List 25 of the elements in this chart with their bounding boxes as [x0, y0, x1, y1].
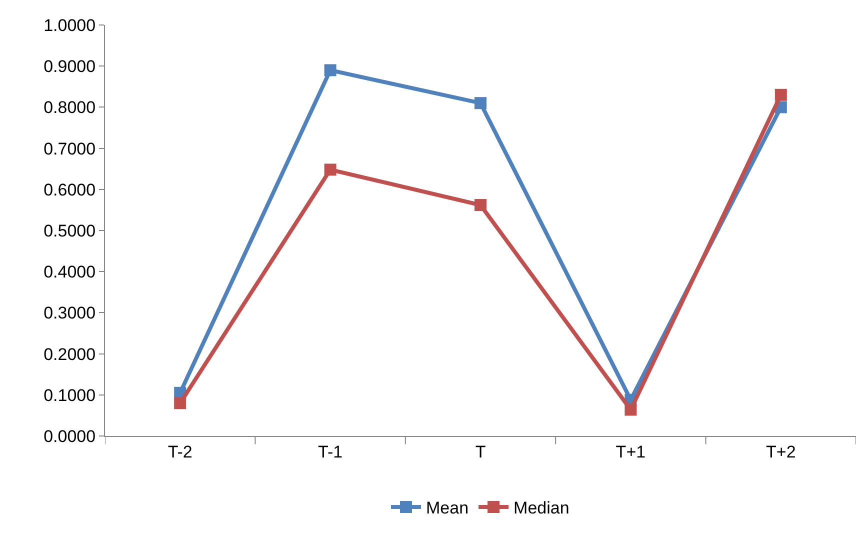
point	[474, 199, 486, 212]
point	[624, 404, 637, 416]
x-tick-label: T-2	[168, 442, 192, 462]
y-tick-label: 0.7000	[44, 139, 96, 158]
x-tick-label: T+1	[616, 442, 646, 462]
y-tick-label: 1.0000	[44, 16, 96, 35]
legend-label: Mean	[426, 498, 469, 518]
point	[474, 97, 486, 110]
legend-label: Median	[514, 498, 570, 518]
y-tick-label: 0.4000	[44, 262, 96, 282]
point	[324, 64, 336, 76]
y-tick-label: 0.3000	[44, 304, 96, 323]
y-tick-label: 0.1000	[44, 386, 96, 405]
y-tick-label: 0.8000	[44, 98, 96, 118]
y-tick-label: 0.9000	[44, 57, 96, 76]
y-tick-label: 0.0000	[44, 426, 96, 446]
x-tick-label: T	[475, 442, 486, 462]
x-tick-label: T+2	[766, 442, 796, 462]
x-tick-label: T-1	[318, 442, 343, 462]
point	[174, 397, 186, 410]
y-tick-label: 0.6000	[44, 180, 96, 200]
point	[324, 164, 336, 176]
y-tick-label: 0.5000	[44, 221, 96, 240]
y-tick-label: 0.2000	[44, 344, 96, 364]
point	[774, 88, 787, 101]
